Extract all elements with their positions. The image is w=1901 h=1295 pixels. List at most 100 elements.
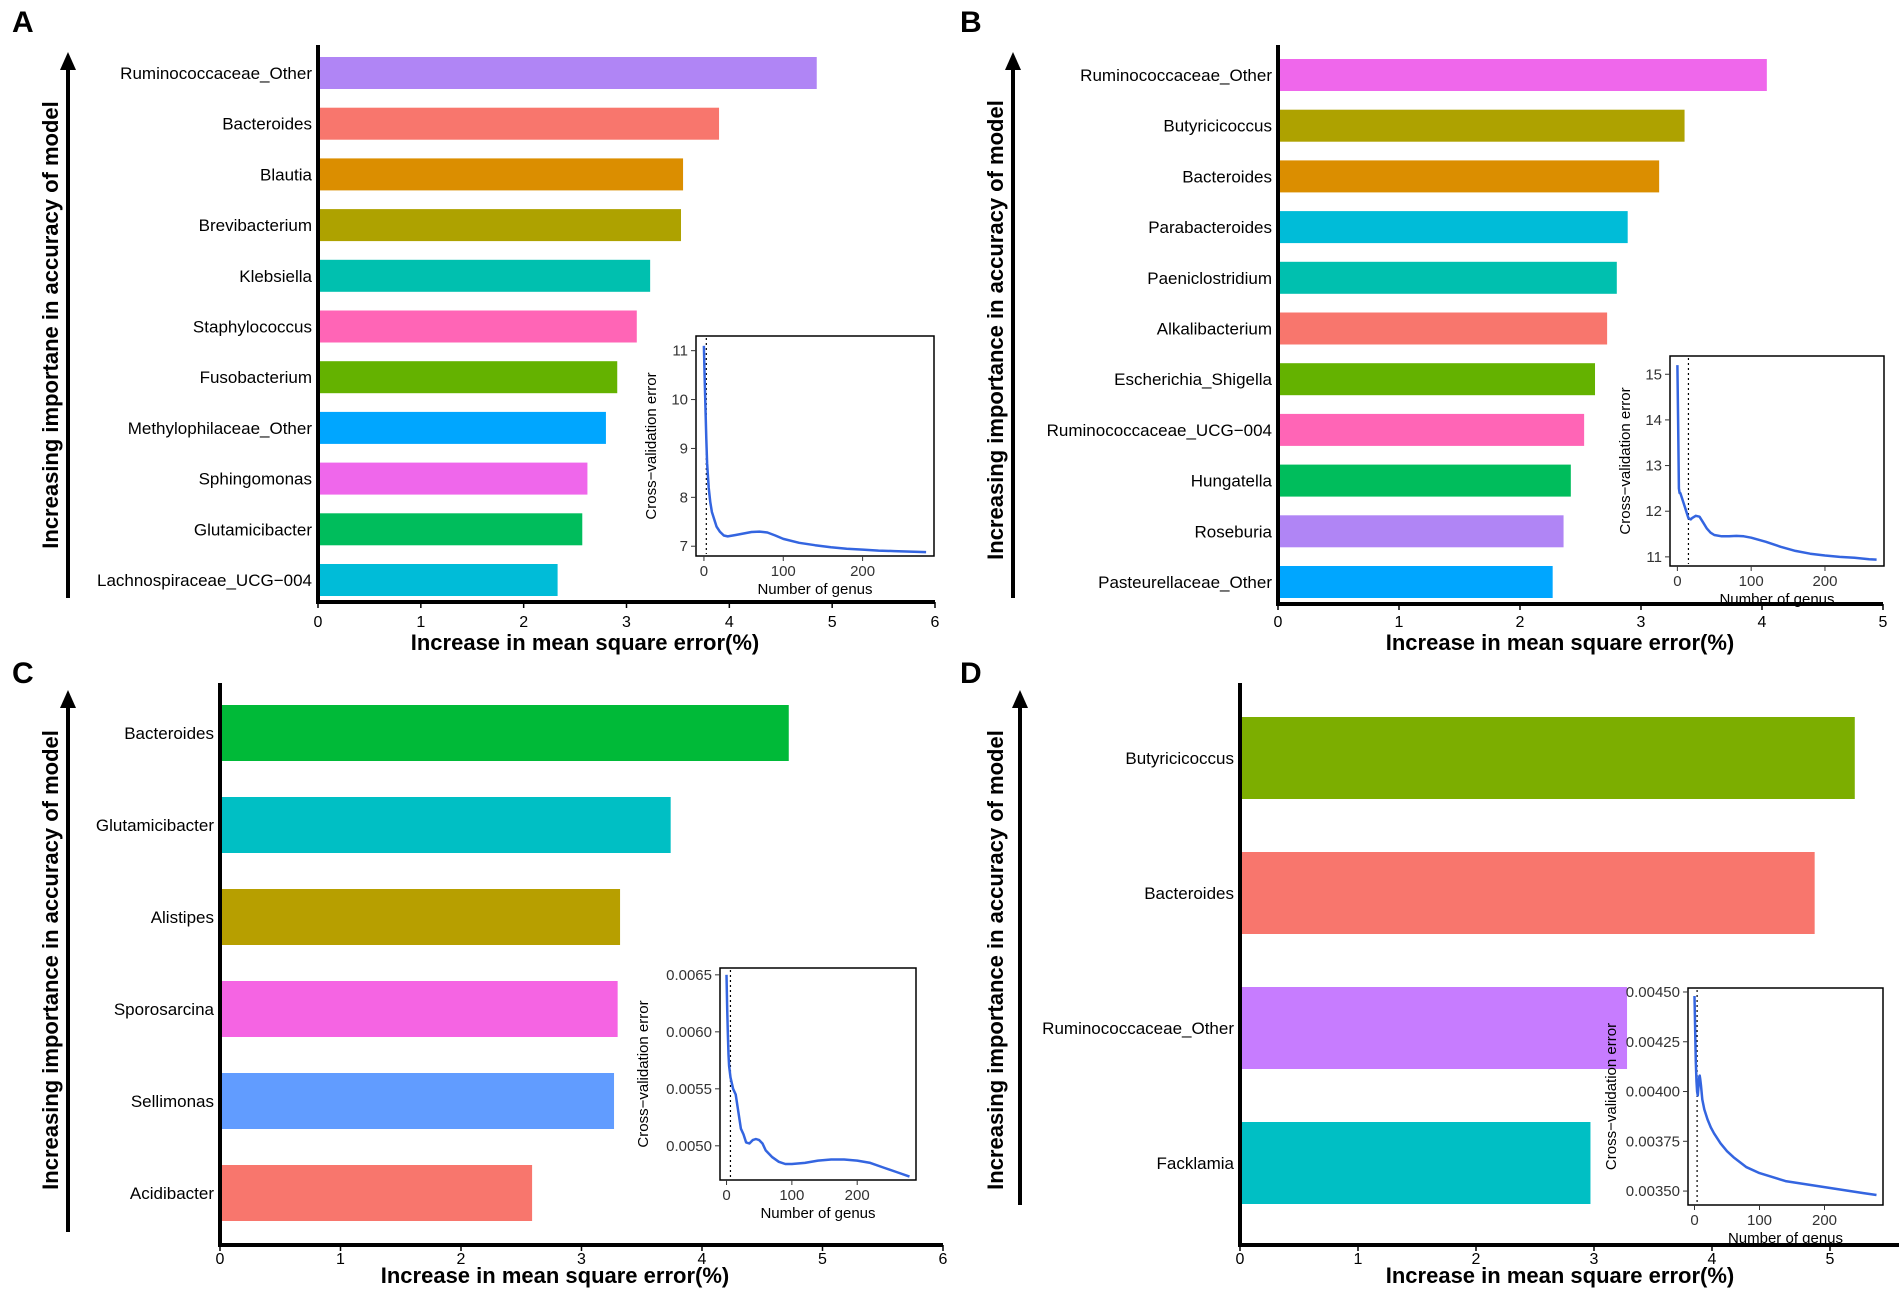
category-label: Lachnospiraceae_UCG−004 — [97, 571, 312, 590]
category-label: Paeniclostridium — [1147, 269, 1272, 288]
inset-x-tick-label: 0 — [1690, 1212, 1698, 1229]
x-tick-label: 4 — [1758, 614, 1767, 631]
inset-x-tick-label: 0 — [1673, 573, 1681, 590]
bar — [220, 1165, 533, 1221]
category-label: Roseburia — [1195, 522, 1273, 541]
inset-y-tick-label: 12 — [1645, 503, 1662, 520]
x-tick-label: 1 — [1395, 614, 1404, 631]
inset-x-tick-label: 200 — [850, 563, 875, 580]
inset-x-tick-label: 0 — [722, 1187, 730, 1204]
x-tick-label: 0 — [1236, 1251, 1245, 1268]
panel-a: Ruminococcaceae_Other Bacteroides Blautia B… — [38, 45, 940, 655]
inset-y-tick-label: 11 — [672, 343, 688, 360]
inset-y-tick-label: 0.00375 — [1626, 1133, 1680, 1150]
panel-letter-c: C — [12, 657, 34, 690]
x-tick-label: 4 — [698, 1251, 707, 1268]
inset-y-tick-label: 0.0050 — [666, 1138, 712, 1155]
category-label: Butyricicoccus — [1163, 117, 1272, 136]
bar — [220, 981, 618, 1037]
inset-x-title: Number of genus — [1728, 1230, 1843, 1247]
bar — [1278, 59, 1767, 91]
category-label: Bacteroides — [1144, 884, 1234, 903]
bar — [318, 259, 651, 292]
inset-y-title: Cross−validation error — [1617, 387, 1634, 534]
inset-error-curve — [1676, 365, 1877, 561]
x-tick-label: 4 — [725, 614, 734, 631]
category-label: Staphylococcus — [193, 318, 312, 337]
x-axis-title: Increase in mean square error(%) — [381, 1263, 729, 1288]
panel-letter-b: B — [960, 6, 982, 39]
category-label: Klebsiella — [239, 267, 312, 286]
inset-x-title: Number of genus — [1719, 591, 1834, 608]
inset-y-tick-label: 14 — [1645, 412, 1662, 429]
inset-error-curve — [702, 345, 927, 554]
x-tick-label: 5 — [1879, 614, 1888, 631]
bar — [220, 1073, 615, 1129]
bar — [220, 705, 789, 761]
inset-x-tick-label: 100 — [779, 1187, 804, 1204]
panel-letter-a: A — [12, 6, 34, 39]
bar — [1278, 464, 1571, 497]
x-tick-label: 0 — [314, 614, 323, 631]
y-arrow-head — [60, 690, 76, 708]
inset-frame — [695, 335, 935, 557]
category-label: Methylophilaceae_Other — [128, 419, 313, 438]
category-label: Brevibacterium — [199, 216, 312, 235]
bar — [318, 564, 558, 596]
x-tick-label: 1 — [336, 1251, 345, 1268]
inset-x-tick-label: 200 — [1812, 1212, 1837, 1229]
inset-x-title: Number of genus — [760, 1205, 875, 1222]
bar — [1240, 717, 1855, 799]
bar — [220, 797, 671, 853]
inset-y-tick-label: 15 — [1645, 366, 1662, 383]
x-tick-label: 5 — [1826, 1251, 1835, 1268]
x-tick-label: 1 — [416, 614, 425, 631]
x-tick-label: 2 — [1472, 1251, 1481, 1268]
bar — [1278, 566, 1553, 598]
panel-d: Butyricicoccus Bacteroides Ruminococcaceae… — [983, 683, 1899, 1288]
category-label: Alistipes — [151, 908, 214, 927]
inset-plot: 0 100 200 11 12 13 14 15 Number of genus Cross−va… — [1617, 355, 1885, 608]
category-label: Bacteroides — [124, 724, 214, 743]
x-axis-title: Increase in mean square error(%) — [1386, 630, 1734, 655]
x-tick-label: 3 — [577, 1251, 586, 1268]
inset-y-tick-label: 0.00425 — [1626, 1034, 1680, 1051]
inset-x-tick-label: 0 — [700, 563, 708, 580]
x-tick-label: 0 — [1274, 614, 1283, 631]
inset-y-tick-label: 0.00350 — [1626, 1183, 1680, 1200]
inset-y-title: Cross−validation error — [643, 372, 660, 519]
bar — [318, 462, 588, 495]
inset-x-tick-label: 100 — [771, 563, 796, 580]
category-label: Ruminococcaceae_UCG−004 — [1047, 421, 1272, 440]
bar — [1278, 312, 1608, 345]
inset-frame — [1687, 987, 1884, 1206]
x-axis-title: Increase in mean square error(%) — [1386, 1263, 1734, 1288]
bar — [318, 513, 583, 546]
inset-y-tick-label: 0.0055 — [666, 1081, 712, 1098]
category-label: Fusobacterium — [200, 368, 312, 387]
category-label: Acidibacter — [130, 1184, 214, 1203]
inset-y-title: Cross−validation error — [1603, 1023, 1620, 1170]
y-arrow-head — [60, 52, 76, 70]
inset-x-title: Number of genus — [757, 581, 872, 598]
inset-plot: 0 100 200 7 8 9 10 11 Number of genus Cross−valid… — [643, 335, 935, 598]
inset-x-tick-label: 100 — [1747, 1212, 1772, 1229]
category-label: Glutamicibacter — [194, 520, 312, 539]
bar — [1240, 987, 1628, 1069]
inset-plot: 0 100 200 0.0050 0.0055 0.0060 0.0065 Number of… — [635, 967, 917, 1222]
y-axis-title: Increasing importane in accuracy of mode… — [38, 101, 63, 548]
x-tick-label: 6 — [931, 614, 940, 631]
category-label: Ruminococcaceae_Other — [1080, 66, 1272, 85]
x-tick-label: 5 — [828, 614, 837, 631]
category-label: Butyricicoccus — [1125, 749, 1234, 768]
x-tick-label: 3 — [1590, 1251, 1599, 1268]
bar — [1278, 515, 1564, 548]
y-axis-title: Increasing importance in accuracy of mod… — [38, 730, 63, 1190]
category-label: Sphingomonas — [199, 470, 312, 489]
category-label: Facklamia — [1157, 1154, 1235, 1173]
inset-frame — [1669, 355, 1885, 567]
inset-x-tick-label: 100 — [1739, 573, 1764, 590]
bar — [1278, 363, 1596, 396]
bar — [1240, 852, 1815, 934]
bar — [1278, 211, 1628, 244]
